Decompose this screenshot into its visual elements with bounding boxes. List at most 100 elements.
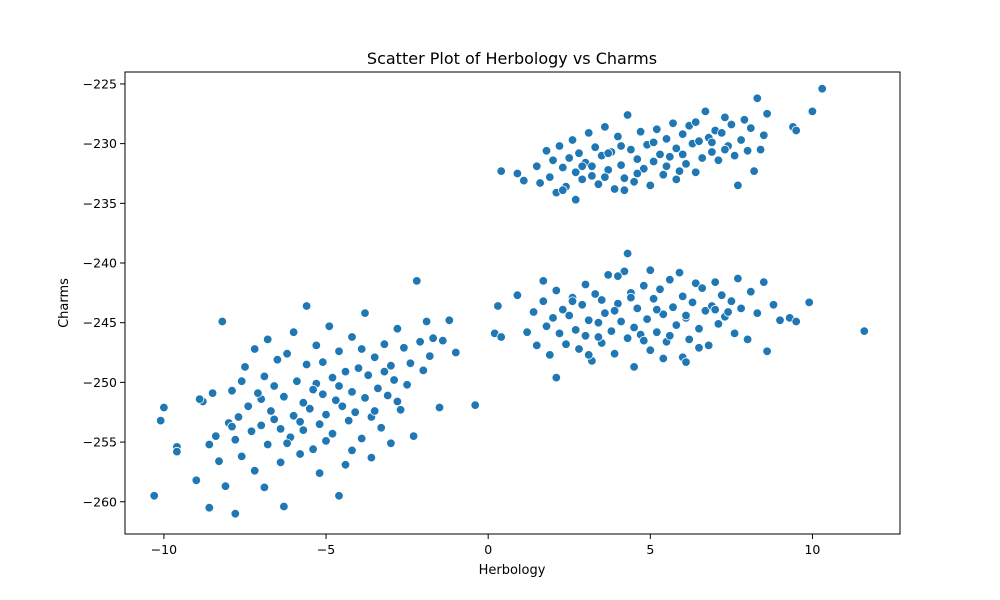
data-point (545, 172, 555, 182)
data-point (707, 137, 717, 148)
data-point (263, 334, 273, 345)
data-point (366, 452, 377, 463)
data-point (370, 406, 380, 416)
data-point (609, 306, 620, 316)
data-point (230, 435, 241, 445)
data-point (700, 306, 711, 316)
data-point (321, 409, 331, 420)
data-point (684, 334, 694, 345)
data-point (746, 287, 756, 297)
data-point (554, 328, 565, 339)
data-point (379, 366, 390, 377)
data-point (691, 117, 701, 127)
data-point (207, 388, 218, 398)
data-point (577, 174, 587, 185)
data-point (236, 451, 247, 462)
data-point (512, 290, 523, 300)
data-point (681, 357, 691, 367)
data-point (318, 389, 328, 400)
data-point (752, 93, 763, 104)
data-point (577, 300, 587, 310)
data-point (558, 185, 568, 195)
data-point (609, 184, 620, 194)
data-point (535, 178, 545, 188)
data-point (298, 398, 309, 408)
data-point (256, 420, 266, 431)
data-point (282, 438, 292, 449)
data-point (324, 321, 335, 332)
data-point (334, 346, 344, 357)
data-point (392, 324, 403, 334)
data-point (691, 167, 701, 178)
data-point (434, 402, 445, 413)
data-point (340, 460, 351, 470)
data-point (541, 321, 552, 332)
data-point (713, 319, 724, 329)
data-point (451, 347, 461, 358)
data-point (275, 424, 286, 434)
x-tick-label: 5 (646, 542, 654, 557)
data-point (762, 109, 772, 119)
data-point (418, 365, 429, 376)
data-point (402, 380, 412, 390)
data-point (691, 278, 701, 289)
data-point (327, 372, 338, 383)
data-point (678, 291, 688, 302)
chart-title: Scatter Plot of Herbology vs Charms (367, 49, 657, 68)
data-point (729, 328, 740, 339)
data-point (444, 315, 455, 326)
data-point (590, 289, 600, 299)
data-point (632, 303, 643, 314)
data-point (681, 159, 691, 169)
data-point (655, 149, 665, 160)
y-tick-label: −230 (83, 136, 117, 151)
data-point (288, 411, 299, 421)
data-point (548, 155, 558, 166)
data-point (412, 276, 422, 286)
data-point (249, 344, 260, 354)
data-point (613, 271, 623, 281)
data-point (532, 340, 542, 351)
data-point (603, 270, 613, 280)
data-point (363, 370, 373, 380)
data-point (191, 475, 202, 486)
data-point (357, 344, 367, 354)
data-point (282, 349, 292, 359)
data-point (233, 412, 244, 422)
data-point (580, 331, 591, 341)
data-point (600, 122, 610, 132)
data-point (723, 307, 733, 317)
data-point (700, 106, 711, 117)
data-point (597, 295, 607, 305)
data-point (314, 468, 325, 478)
data-point (408, 431, 419, 441)
data-point (496, 332, 506, 342)
data-point (678, 149, 688, 160)
data-point (204, 503, 215, 513)
data-point (671, 143, 682, 154)
data-point (548, 313, 558, 323)
y-tick-label: −235 (83, 196, 117, 211)
data-point (648, 137, 659, 148)
data-point (272, 355, 283, 365)
data-point (204, 439, 215, 450)
y-tick-label: −250 (83, 375, 117, 390)
data-point (648, 156, 659, 167)
data-point (609, 349, 620, 359)
data-point (707, 147, 717, 157)
data-point (733, 273, 743, 284)
data-point (386, 361, 396, 371)
data-point (639, 335, 649, 346)
data-point (353, 363, 364, 373)
data-point (227, 386, 237, 396)
data-point (622, 248, 633, 259)
y-tick-label: −225 (83, 76, 117, 91)
data-point (587, 171, 597, 181)
data-point (288, 327, 299, 337)
data-point (645, 265, 656, 275)
plot-frame (124, 71, 901, 535)
data-point (253, 388, 263, 398)
data-point (236, 376, 247, 386)
data-point (558, 162, 568, 173)
